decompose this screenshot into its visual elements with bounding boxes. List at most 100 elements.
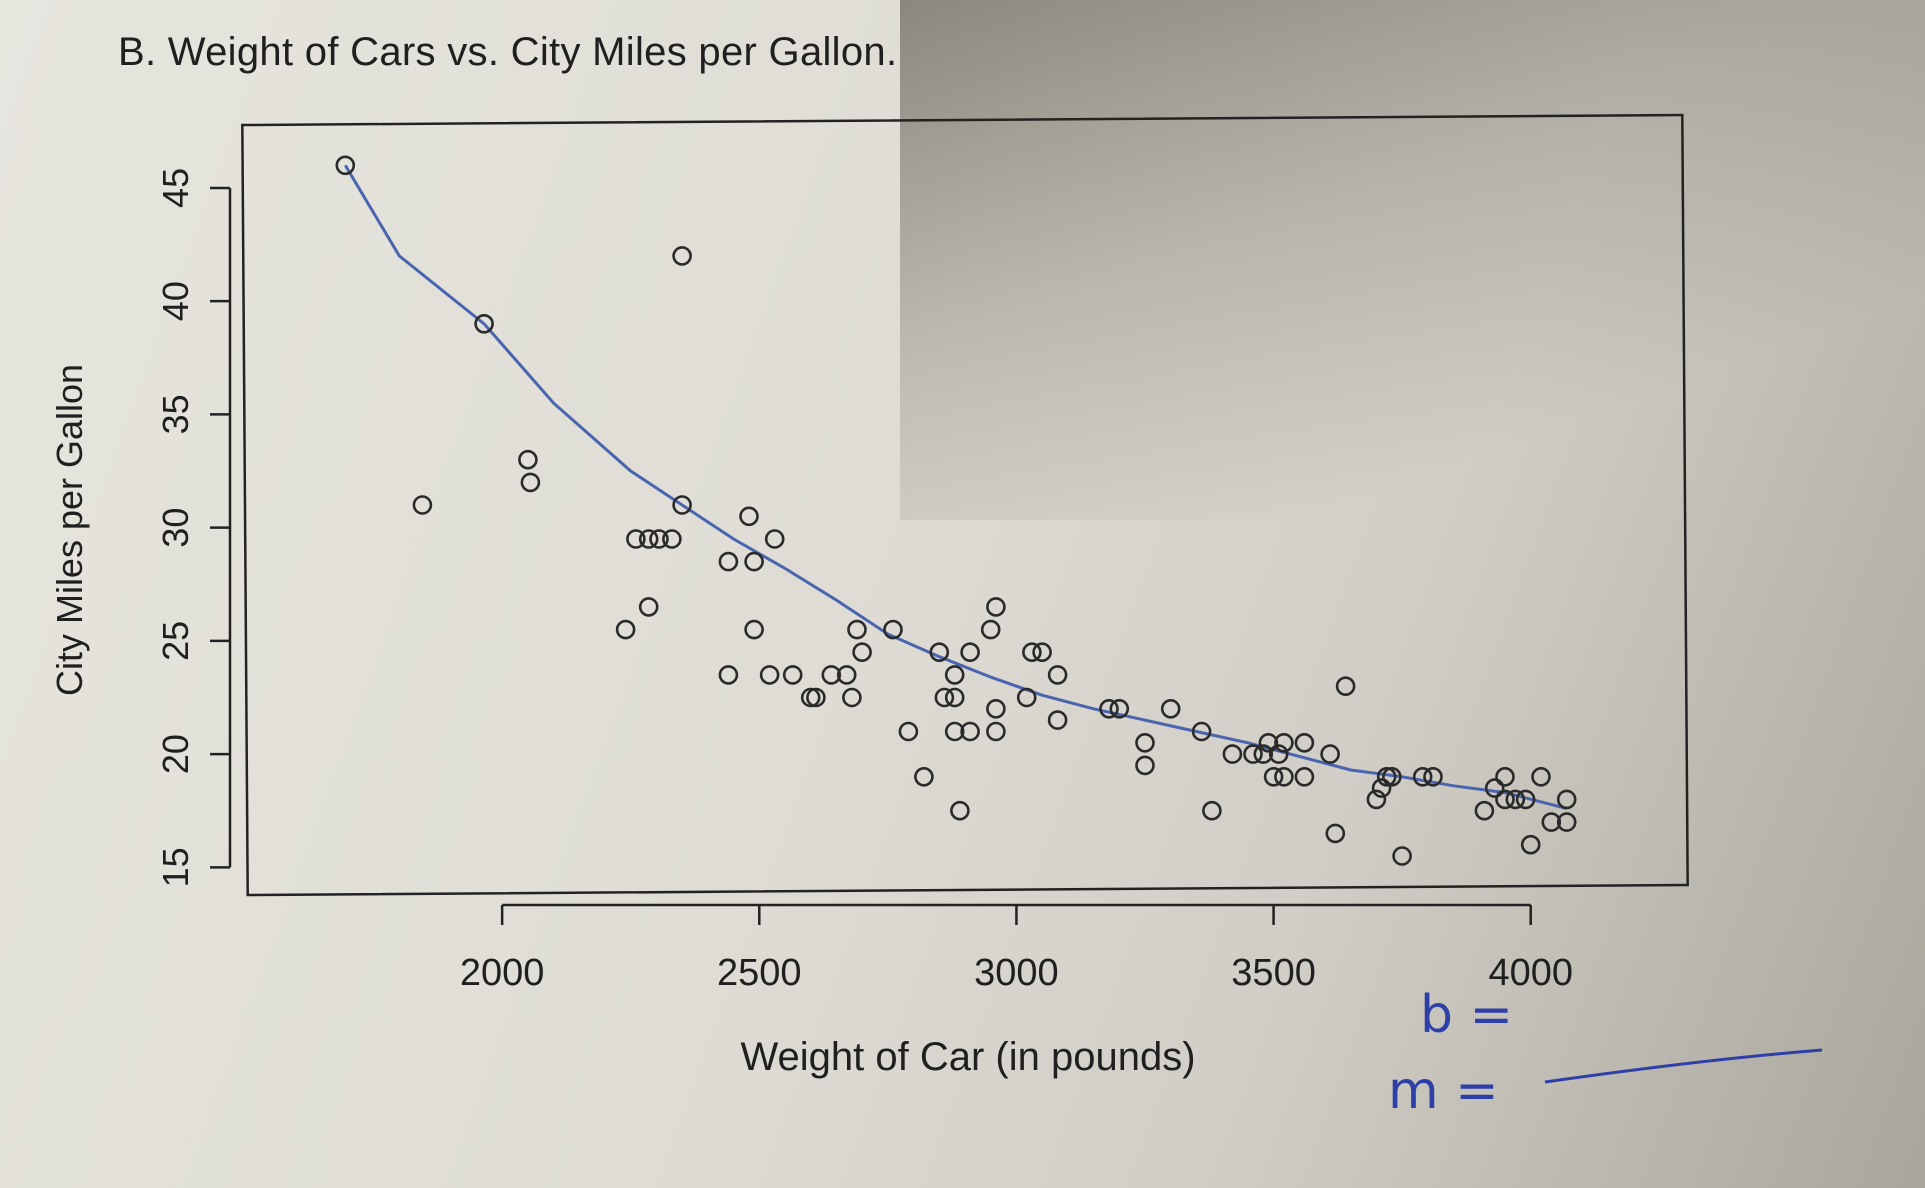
data-point [1531, 766, 1551, 787]
data-point [626, 529, 646, 549]
data-point [474, 313, 494, 334]
data-point [1274, 732, 1294, 753]
data-point [934, 687, 955, 708]
data-point [1263, 766, 1284, 787]
data-point [944, 721, 965, 742]
data-point [1366, 789, 1387, 810]
data-point [950, 800, 970, 821]
data-point [1382, 766, 1402, 787]
x-tick-label: 4000 [1488, 952, 1573, 994]
data-point [672, 246, 692, 266]
data-point [944, 687, 965, 708]
data-point [836, 665, 857, 685]
data-point [1520, 834, 1541, 855]
data-point [1016, 687, 1037, 708]
x-tick-label: 3000 [974, 952, 1059, 994]
data-point [1294, 766, 1315, 787]
data-point [842, 687, 862, 708]
data-point [649, 529, 669, 549]
data-point [638, 529, 659, 549]
data-point [1325, 823, 1346, 844]
data-point [980, 619, 1001, 640]
data-point [1505, 789, 1526, 810]
m-equals-label: m = [1388, 1061, 1499, 1121]
data-point [520, 472, 541, 493]
data-point [615, 619, 636, 640]
data-point [1320, 744, 1340, 764]
plot-frame [241, 113, 1689, 897]
data-point [986, 698, 1006, 719]
data-point [1556, 812, 1577, 832]
data-point [806, 687, 826, 708]
data-point [1099, 698, 1119, 719]
data-point [1258, 732, 1279, 753]
data-point [852, 642, 872, 663]
data-point [1274, 766, 1294, 787]
y-tick-label: 25 [155, 621, 196, 661]
y-tick-label: 35 [155, 394, 196, 434]
y-tick-label: 40 [155, 281, 196, 321]
data-point [744, 619, 764, 640]
b-equals-label: b = [1420, 985, 1513, 1045]
data-point [1022, 642, 1042, 663]
data-point [914, 766, 934, 787]
x-tick-label: 2000 [460, 952, 545, 994]
data-point [1515, 789, 1536, 810]
y-tick-label: 15 [155, 847, 196, 887]
data-point [847, 619, 867, 640]
y-tick-label: 30 [155, 508, 196, 548]
data-point [518, 449, 538, 470]
data-point [898, 721, 919, 742]
data-point [739, 506, 759, 527]
data-point [1371, 778, 1392, 798]
data-point [1412, 766, 1433, 787]
data-point [672, 495, 692, 515]
data-point [759, 665, 780, 685]
data-point [1191, 721, 1212, 742]
y-tick-label: 45 [155, 168, 196, 208]
data-point [1253, 744, 1274, 764]
data-point [1160, 698, 1181, 719]
data-point [335, 155, 356, 176]
data-point [662, 529, 682, 549]
data-point [1335, 676, 1356, 697]
data-point [1484, 778, 1505, 798]
data-point [1243, 744, 1263, 764]
data-point [1202, 800, 1222, 821]
data-point [1032, 642, 1052, 663]
data-point [1135, 732, 1155, 753]
data-point [744, 551, 764, 572]
data-point [883, 619, 903, 640]
data-point [1109, 698, 1130, 719]
data-point [1474, 800, 1495, 821]
data-point [986, 721, 1006, 742]
data-point [1556, 789, 1577, 810]
data-point [1268, 744, 1289, 764]
data-point [986, 597, 1006, 617]
data-point [1376, 766, 1397, 787]
data-point [1392, 846, 1412, 866]
chart-title: B. Weight of Cars vs. City Miles per Gal… [118, 30, 898, 74]
data-point [1495, 766, 1515, 787]
data-point [960, 721, 980, 742]
answer-line [1544, 1048, 1823, 1084]
data-point [800, 687, 821, 708]
data-point [929, 642, 950, 663]
x-axis-label: Weight of Car (in pounds) [740, 1035, 1195, 1079]
data-point [764, 529, 785, 549]
smooth-curve [344, 164, 1568, 810]
axes: 2000 2500 3000 3500 4000 15 20 25 30 35 40 45 [155, 168, 1573, 994]
data-point [1135, 755, 1155, 776]
data-point [1222, 744, 1243, 764]
x-tick-label: 3500 [1231, 952, 1316, 994]
data-point [821, 665, 842, 685]
data-point [412, 495, 433, 515]
data-points [335, 155, 1577, 866]
data-point [1495, 789, 1515, 810]
data-point [782, 665, 803, 685]
data-point [1294, 732, 1315, 753]
y-axis-label: City Miles per Gallon [49, 364, 90, 696]
data-point [718, 551, 739, 572]
